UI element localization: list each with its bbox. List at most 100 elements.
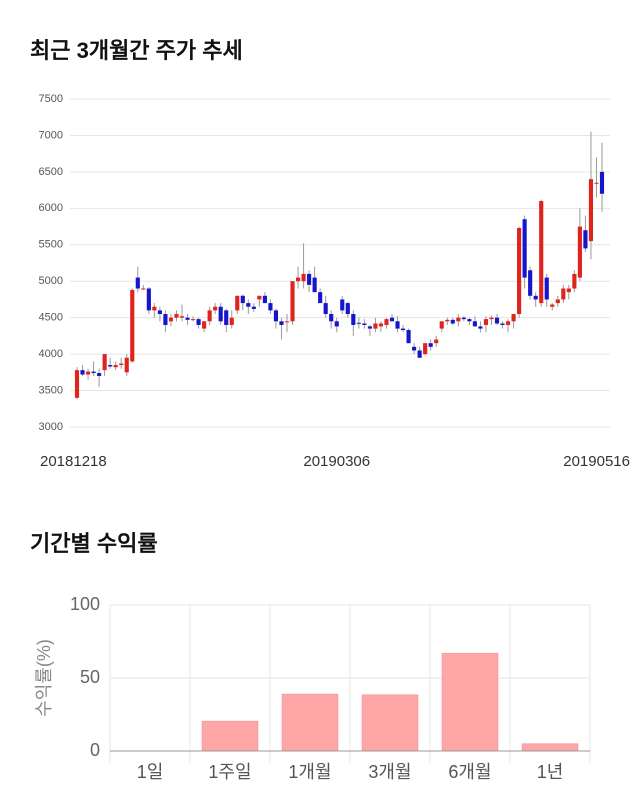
candle-body: [295, 277, 301, 282]
candle-body: [202, 321, 207, 329]
x-tick-label: 6개월: [448, 762, 491, 782]
y-tick-label: 5000: [39, 275, 63, 287]
candle-body: [262, 295, 267, 304]
candle-body: [461, 317, 466, 320]
y-tick-label: 50: [80, 667, 100, 687]
y-tick-label: 4000: [39, 348, 63, 360]
candle-body: [489, 317, 494, 320]
candle-body: [268, 303, 273, 311]
x-tick-label: 20190306: [303, 453, 370, 470]
y-tick-label: 3000: [39, 421, 63, 433]
candle-body: [528, 270, 533, 296]
candle-body: [456, 317, 461, 322]
candle-body: [179, 316, 185, 318]
chart-title: 최근 3개월간 주가 추세: [30, 38, 243, 63]
candle-body: [389, 317, 395, 322]
candle-body: [146, 288, 151, 311]
candle-body: [196, 319, 201, 325]
y-tick-label: 7000: [39, 129, 63, 141]
y-tick-label: 7500: [39, 93, 63, 105]
bar: [441, 652, 499, 752]
candle-body: [185, 317, 190, 320]
candle-body: [345, 303, 350, 315]
candle-body: [583, 230, 588, 249]
candle-body: [467, 319, 472, 322]
candle-body: [108, 365, 113, 367]
x-tick-label: 1주일: [208, 762, 251, 782]
candle-body: [157, 310, 162, 315]
candle-body: [318, 292, 323, 304]
candle-body: [572, 273, 577, 289]
candle-body: [246, 303, 251, 307]
candle-body: [378, 323, 384, 327]
x-tick-label: 1일: [137, 762, 164, 782]
candle-body: [251, 306, 256, 309]
y-tick-label: 100: [70, 594, 100, 614]
candle-body: [135, 277, 140, 289]
candle-body: [224, 310, 229, 325]
candle-body: [522, 219, 527, 278]
candle-body: [577, 226, 582, 278]
candle-body: [445, 319, 450, 322]
candle-body: [284, 321, 290, 323]
candle-body: [367, 326, 372, 329]
y-tick-label: 6000: [39, 202, 63, 214]
y-tick-label: 4500: [39, 312, 63, 324]
candle-body: [594, 182, 599, 184]
candle-body: [599, 171, 605, 194]
candle-body: [561, 288, 566, 300]
y-tick-label: 3500: [39, 384, 63, 396]
bar: [521, 743, 579, 752]
candle-body: [218, 306, 223, 322]
candle-body: [80, 370, 85, 375]
bar: [361, 694, 419, 752]
candle-body: [334, 321, 339, 327]
candle-body: [384, 319, 389, 325]
candle-body: [213, 306, 218, 311]
candle-body: [555, 299, 560, 304]
candle-body: [494, 317, 500, 324]
y-tick-label: 5500: [39, 239, 63, 251]
candle-body: [174, 314, 179, 318]
candle-body: [439, 321, 444, 329]
candle-body: [307, 273, 312, 285]
x-tick-label: 20190516: [563, 453, 630, 470]
candle-body: [190, 319, 196, 321]
candle-body: [511, 314, 516, 322]
candle-body: [290, 281, 295, 322]
candle-body: [423, 343, 428, 355]
candle-body: [450, 319, 455, 324]
y-tick-label: 0: [90, 740, 100, 760]
candle-body: [517, 228, 522, 315]
candle-body: [566, 288, 571, 293]
candle-body: [550, 304, 555, 307]
candle-body: [152, 306, 157, 311]
bar: [281, 693, 339, 752]
candle-body: [91, 371, 96, 374]
candle-body: [273, 310, 279, 322]
candle-body: [373, 323, 378, 329]
candle-body: [257, 295, 262, 300]
x-tick-label: 1년: [537, 762, 564, 782]
candle-body: [406, 330, 411, 344]
candle-body: [417, 350, 422, 358]
candle-body: [505, 321, 511, 325]
candle-body: [356, 322, 361, 324]
bar: [201, 720, 259, 752]
candle-body: [74, 370, 80, 398]
candle-body: [240, 295, 245, 304]
candle-body: [301, 273, 306, 282]
candle-body: [97, 373, 102, 376]
candle-body: [130, 289, 135, 362]
candle-body: [312, 277, 317, 293]
x-tick-label: 20181218: [40, 453, 107, 470]
candle-body: [168, 317, 174, 322]
candle-body: [102, 354, 107, 371]
candle-body: [533, 295, 538, 300]
chart-title: 기간별 수익률: [30, 531, 158, 556]
y-tick-label: 6500: [39, 166, 63, 178]
candle-body: [588, 179, 594, 242]
candle-body: [472, 321, 477, 327]
candle-body: [141, 288, 146, 290]
